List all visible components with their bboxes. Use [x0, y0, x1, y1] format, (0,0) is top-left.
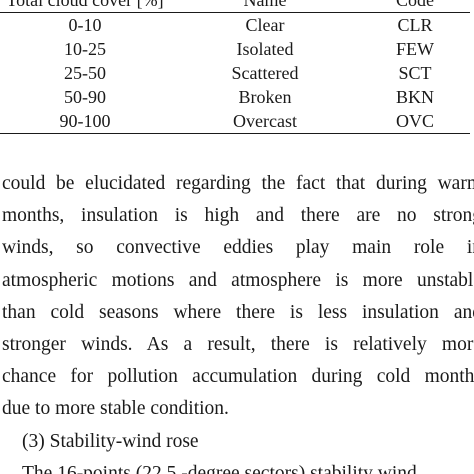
- cell-cover: 10-25: [64, 39, 106, 59]
- paragraph-line: chance for pollution accumulation during…: [2, 366, 474, 388]
- paragraph-line: The 16-points (22.5 -degree sectors) sta…: [22, 462, 417, 474]
- body-paragraph: could be elucidated regarding the fact t…: [2, 168, 474, 474]
- cloud-cover-table-region: Total cloud cover [%] Name Code 0-10 Cle…: [0, 0, 474, 134]
- cell-code: FEW: [396, 39, 434, 59]
- table-row: 10-25 Isolated FEW: [0, 37, 470, 61]
- cell-name: Scattered: [231, 63, 299, 83]
- table-row: 90-100 Overcast OVC: [0, 109, 470, 134]
- paragraph-line: due to more stable condition.: [2, 398, 229, 420]
- table-header-row: Total cloud cover [%] Name Code: [0, 0, 470, 13]
- paragraph-line: could be elucidated regarding the fact t…: [2, 173, 474, 194]
- cell-name: Isolated: [236, 39, 294, 59]
- paragraph-line: stronger winds. As a result, there is re…: [2, 333, 474, 355]
- cell-cover: 25-50: [64, 63, 106, 83]
- cell-name: Clear: [245, 15, 285, 35]
- cell-code: CLR: [397, 15, 433, 35]
- header-name: Name: [170, 0, 360, 13]
- header-code: Code: [360, 0, 470, 13]
- cell-code: BKN: [395, 87, 434, 107]
- section-heading: (3) Stability-wind rose: [22, 430, 199, 452]
- cell-cover: 90-100: [0, 109, 170, 134]
- paragraph-line: atmospheric motions and atmosphere is mo…: [2, 269, 474, 291]
- paragraph-line: winds, so convective eddies play main ro…: [2, 237, 474, 259]
- cell-cover: 50-90: [64, 87, 106, 107]
- cell-cover: 0-10: [68, 15, 102, 35]
- paragraph-line: than cold seasons where there is less in…: [2, 301, 474, 323]
- table-row: 0-10 Clear CLR: [0, 13, 470, 38]
- cell-name: Broken: [238, 87, 292, 107]
- paragraph-line: months, insulation is high and there are…: [2, 205, 474, 227]
- cell-code: OVC: [360, 109, 470, 134]
- table-row: 25-50 Scattered SCT: [0, 61, 470, 85]
- cell-name: Overcast: [170, 109, 360, 134]
- cloud-cover-table: Total cloud cover [%] Name Code 0-10 Cle…: [0, 0, 470, 134]
- header-total-cloud-cover: Total cloud cover [%]: [0, 0, 170, 13]
- table-row: 50-90 Broken BKN: [0, 85, 470, 109]
- cell-code: SCT: [398, 63, 432, 83]
